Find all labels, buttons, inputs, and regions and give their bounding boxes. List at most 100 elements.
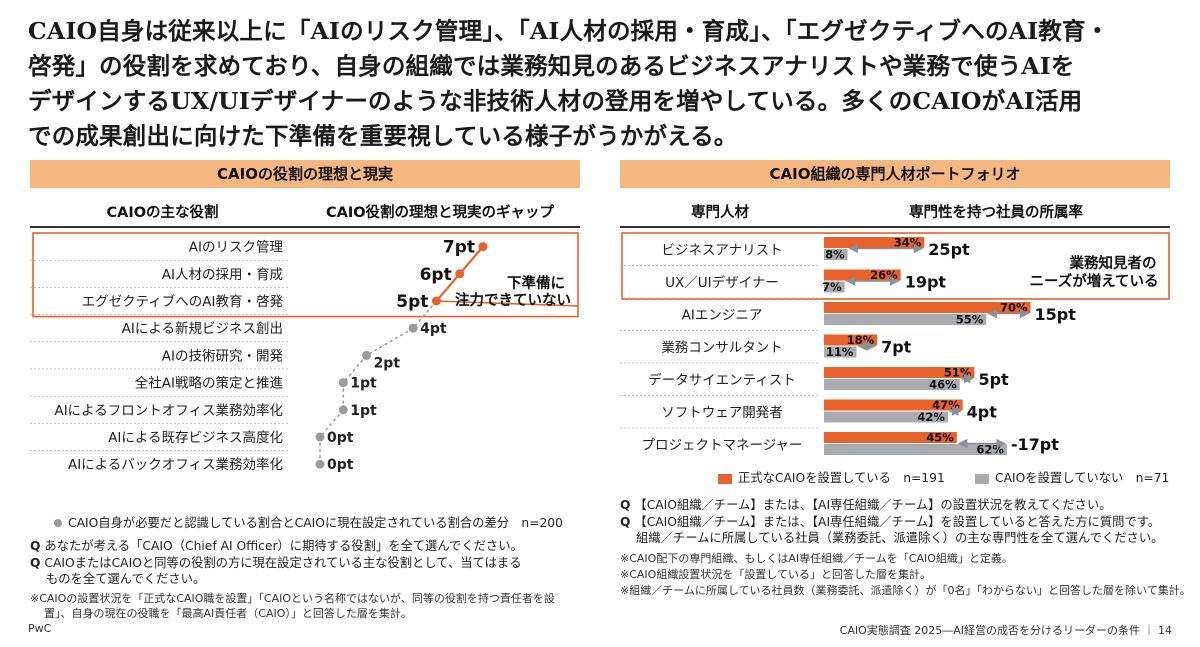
gap-point xyxy=(431,296,441,306)
gap-connector-gray xyxy=(366,327,414,357)
talent-label: 業務コンサルタント xyxy=(661,340,783,356)
left-small-note-2: 置」、自身の現在の役職を「最高AI責任者（CAIO）」と回答した層を集計。 xyxy=(44,607,412,620)
note-text: 【CAIO組織／チーム】または、【AI専任組織／チーム】の設置状況を教えてくださ… xyxy=(634,498,1112,512)
bar-value-label: 70% xyxy=(1000,301,1028,315)
headline: CAIO自身は従来以上に「AIのリスク管理」、「AI人材の採用・育成」、「エグゼ… xyxy=(28,14,1178,154)
gap-value-label: 0pt xyxy=(327,430,354,446)
role-label: AIによるバックオフィス業務効率化 xyxy=(68,456,283,473)
right-note-3: 組織／チームに所属している社員（業務委託、派遣除く）の主な専門性を全て選んでくだ… xyxy=(636,531,1164,545)
talent-label: AIエンジニア xyxy=(682,307,763,323)
q-marker: Q xyxy=(620,515,631,529)
gap-value-label: 6pt xyxy=(420,265,452,285)
gap-value-label: 5pt xyxy=(396,292,428,312)
talent-label: プロジェクトマネージャー xyxy=(641,437,802,453)
gap-value-label: 2pt xyxy=(374,355,401,371)
right-col1-header: 専門人材 xyxy=(691,205,749,221)
headline-line: での成果創出に向けた下準備を重要視している様子がうかがえる。 xyxy=(28,122,738,150)
gap-value-label: 0pt xyxy=(327,457,354,473)
role-label: AI人材の採用・育成 xyxy=(162,267,283,283)
right-panel-title: CAIO組織の専門人材ポートフォリオ xyxy=(620,160,1170,188)
footer-page-info: CAIO実態調査 2025―AI経営の成否を分けるリーダーの条件 ｜ 14 xyxy=(839,624,1172,637)
bar-no-caio xyxy=(824,281,845,293)
bar-no-caio xyxy=(824,314,987,325)
role-label: AIによる新規ビジネス創出 xyxy=(122,321,283,337)
bar-formal-caio xyxy=(824,367,975,378)
footer-brand: PwC xyxy=(28,622,52,635)
gap-point xyxy=(408,323,418,333)
q-marker: Q xyxy=(620,498,631,512)
q-marker: Q xyxy=(30,556,41,570)
role-label: AIの技術研究・開発 xyxy=(162,348,284,364)
bar-no-caio xyxy=(824,379,960,390)
gap-point xyxy=(362,350,372,360)
bar-value-label: 46% xyxy=(929,378,957,392)
bar-no-caio xyxy=(824,249,848,260)
left-legend: CAIO自身が必要だと認識している割合とCAIOに現在設定されている割合の差分 … xyxy=(30,515,563,532)
bar-value-label: 11% xyxy=(826,345,854,359)
bar-no-caio xyxy=(824,346,857,358)
right-note-2: Q 【CAIO組織／チーム】または、【AI専任組織／チーム】を設置していると答え… xyxy=(620,514,1160,531)
gap-connector-orange xyxy=(435,273,461,302)
gap-point xyxy=(478,242,488,252)
legend-swatch-gray xyxy=(975,473,989,484)
left-header-rule xyxy=(30,226,580,228)
left-callout-line: 下準備に xyxy=(507,274,565,292)
gap-point xyxy=(338,378,348,388)
bar-value-label: 55% xyxy=(956,313,984,327)
gap-connector-orange xyxy=(458,245,484,275)
role-label: AIによるフロントオフィス業務効率化 xyxy=(54,402,283,419)
right-callout-line: 業務知見者の xyxy=(1069,254,1157,272)
right-small-note-2: ※CAIO組織設置状況を「設置している」と回答した層を集計。 xyxy=(620,568,931,581)
legend-dot-icon xyxy=(54,519,62,527)
talent-label: ビジネスアナリスト xyxy=(661,242,782,258)
left-panel-title: CAIOの役割の理想と現実 xyxy=(30,160,580,188)
q-marker: Q xyxy=(30,539,41,553)
left-note-3: ものを全て選んでください。 xyxy=(46,572,206,586)
bar-value-label: 45% xyxy=(926,431,954,445)
left-legend-text: CAIO自身が必要だと認識している割合とCAIOに現在設定されている割合の差分 … xyxy=(68,516,563,530)
role-label: 全社AI戦略の策定と推進 xyxy=(135,375,284,392)
talent-label: データサイエンティスト xyxy=(648,371,796,388)
diff-value-label: 19pt xyxy=(905,273,947,292)
bar-value-label: 34% xyxy=(894,236,922,250)
left-col2-header: CAIO役割の理想と現実のギャップ xyxy=(325,205,555,221)
note-text: あなたが考える「CAIO（Chief AI Officer）に期待する役割」を全… xyxy=(44,539,523,553)
right-col2-header: 専門性を持つ社員の所属率 xyxy=(909,205,1083,221)
right-legend-none: CAIOを設置していない n=71 xyxy=(975,470,1169,487)
bar-formal-caio xyxy=(824,432,957,443)
right-header-rule xyxy=(620,226,1170,228)
diff-value-label: 15pt xyxy=(1035,305,1077,324)
bar-formal-caio xyxy=(824,237,925,248)
right-callout-line: ニーズが増えている xyxy=(1029,272,1158,290)
headline-line: CAIO自身は従来以上に「AIのリスク管理」、「AI人材の採用・育成」、「エグゼ… xyxy=(28,17,1110,45)
headline-line: 啓発」の役割を求めており、自身の組織では業務知見のあるビジネスアナリストや業務で… xyxy=(28,52,1075,80)
role-label: AIのリスク管理 xyxy=(189,240,284,256)
bar-formal-caio xyxy=(824,269,901,281)
bar-value-label: 8% xyxy=(825,248,845,262)
diff-value-label: 25pt xyxy=(928,240,970,259)
diff-value-label: 4pt xyxy=(967,403,998,422)
gap-value-label: 1pt xyxy=(350,403,377,419)
legend-none-text: CAIOを設置していない n=71 xyxy=(995,471,1170,485)
bar-no-caio xyxy=(824,444,1007,455)
left-note-1: Q あなたが考える「CAIO（Chief AI Officer）に期待する役割」… xyxy=(30,538,523,555)
bar-no-caio xyxy=(824,411,948,423)
left-highlight-box xyxy=(32,232,579,318)
gap-point xyxy=(315,432,325,442)
diff-value-label: 7pt xyxy=(881,338,912,357)
role-label: AIによる既存ビジネス高度化 xyxy=(108,429,283,446)
diff-value-label: 5pt xyxy=(978,370,1009,389)
bar-value-label: 26% xyxy=(870,268,898,282)
diff-value-label: -17pt xyxy=(1011,435,1059,454)
gap-value-label: 7pt xyxy=(443,238,475,258)
talent-label: ソフトウェア開発者 xyxy=(661,405,783,421)
gap-point xyxy=(338,405,348,415)
gap-point xyxy=(455,269,465,279)
note-text: 【CAIO組織／チーム】または、【AI専任組織／チーム】を設置していると答えた方… xyxy=(634,515,1161,529)
note-text: CAIOまたはCAIOと同等の役割の方に現在設定されている主な役割として、当ては… xyxy=(44,556,522,570)
right-small-note-1: ※CAIO配下の専門組織、もしくはAI専任組織／チームを「CAIO組織」と定義。 xyxy=(620,552,1013,565)
bar-value-label: 7% xyxy=(822,280,842,294)
gap-value-label: 4pt xyxy=(420,321,447,337)
bar-value-label: 42% xyxy=(917,410,945,424)
